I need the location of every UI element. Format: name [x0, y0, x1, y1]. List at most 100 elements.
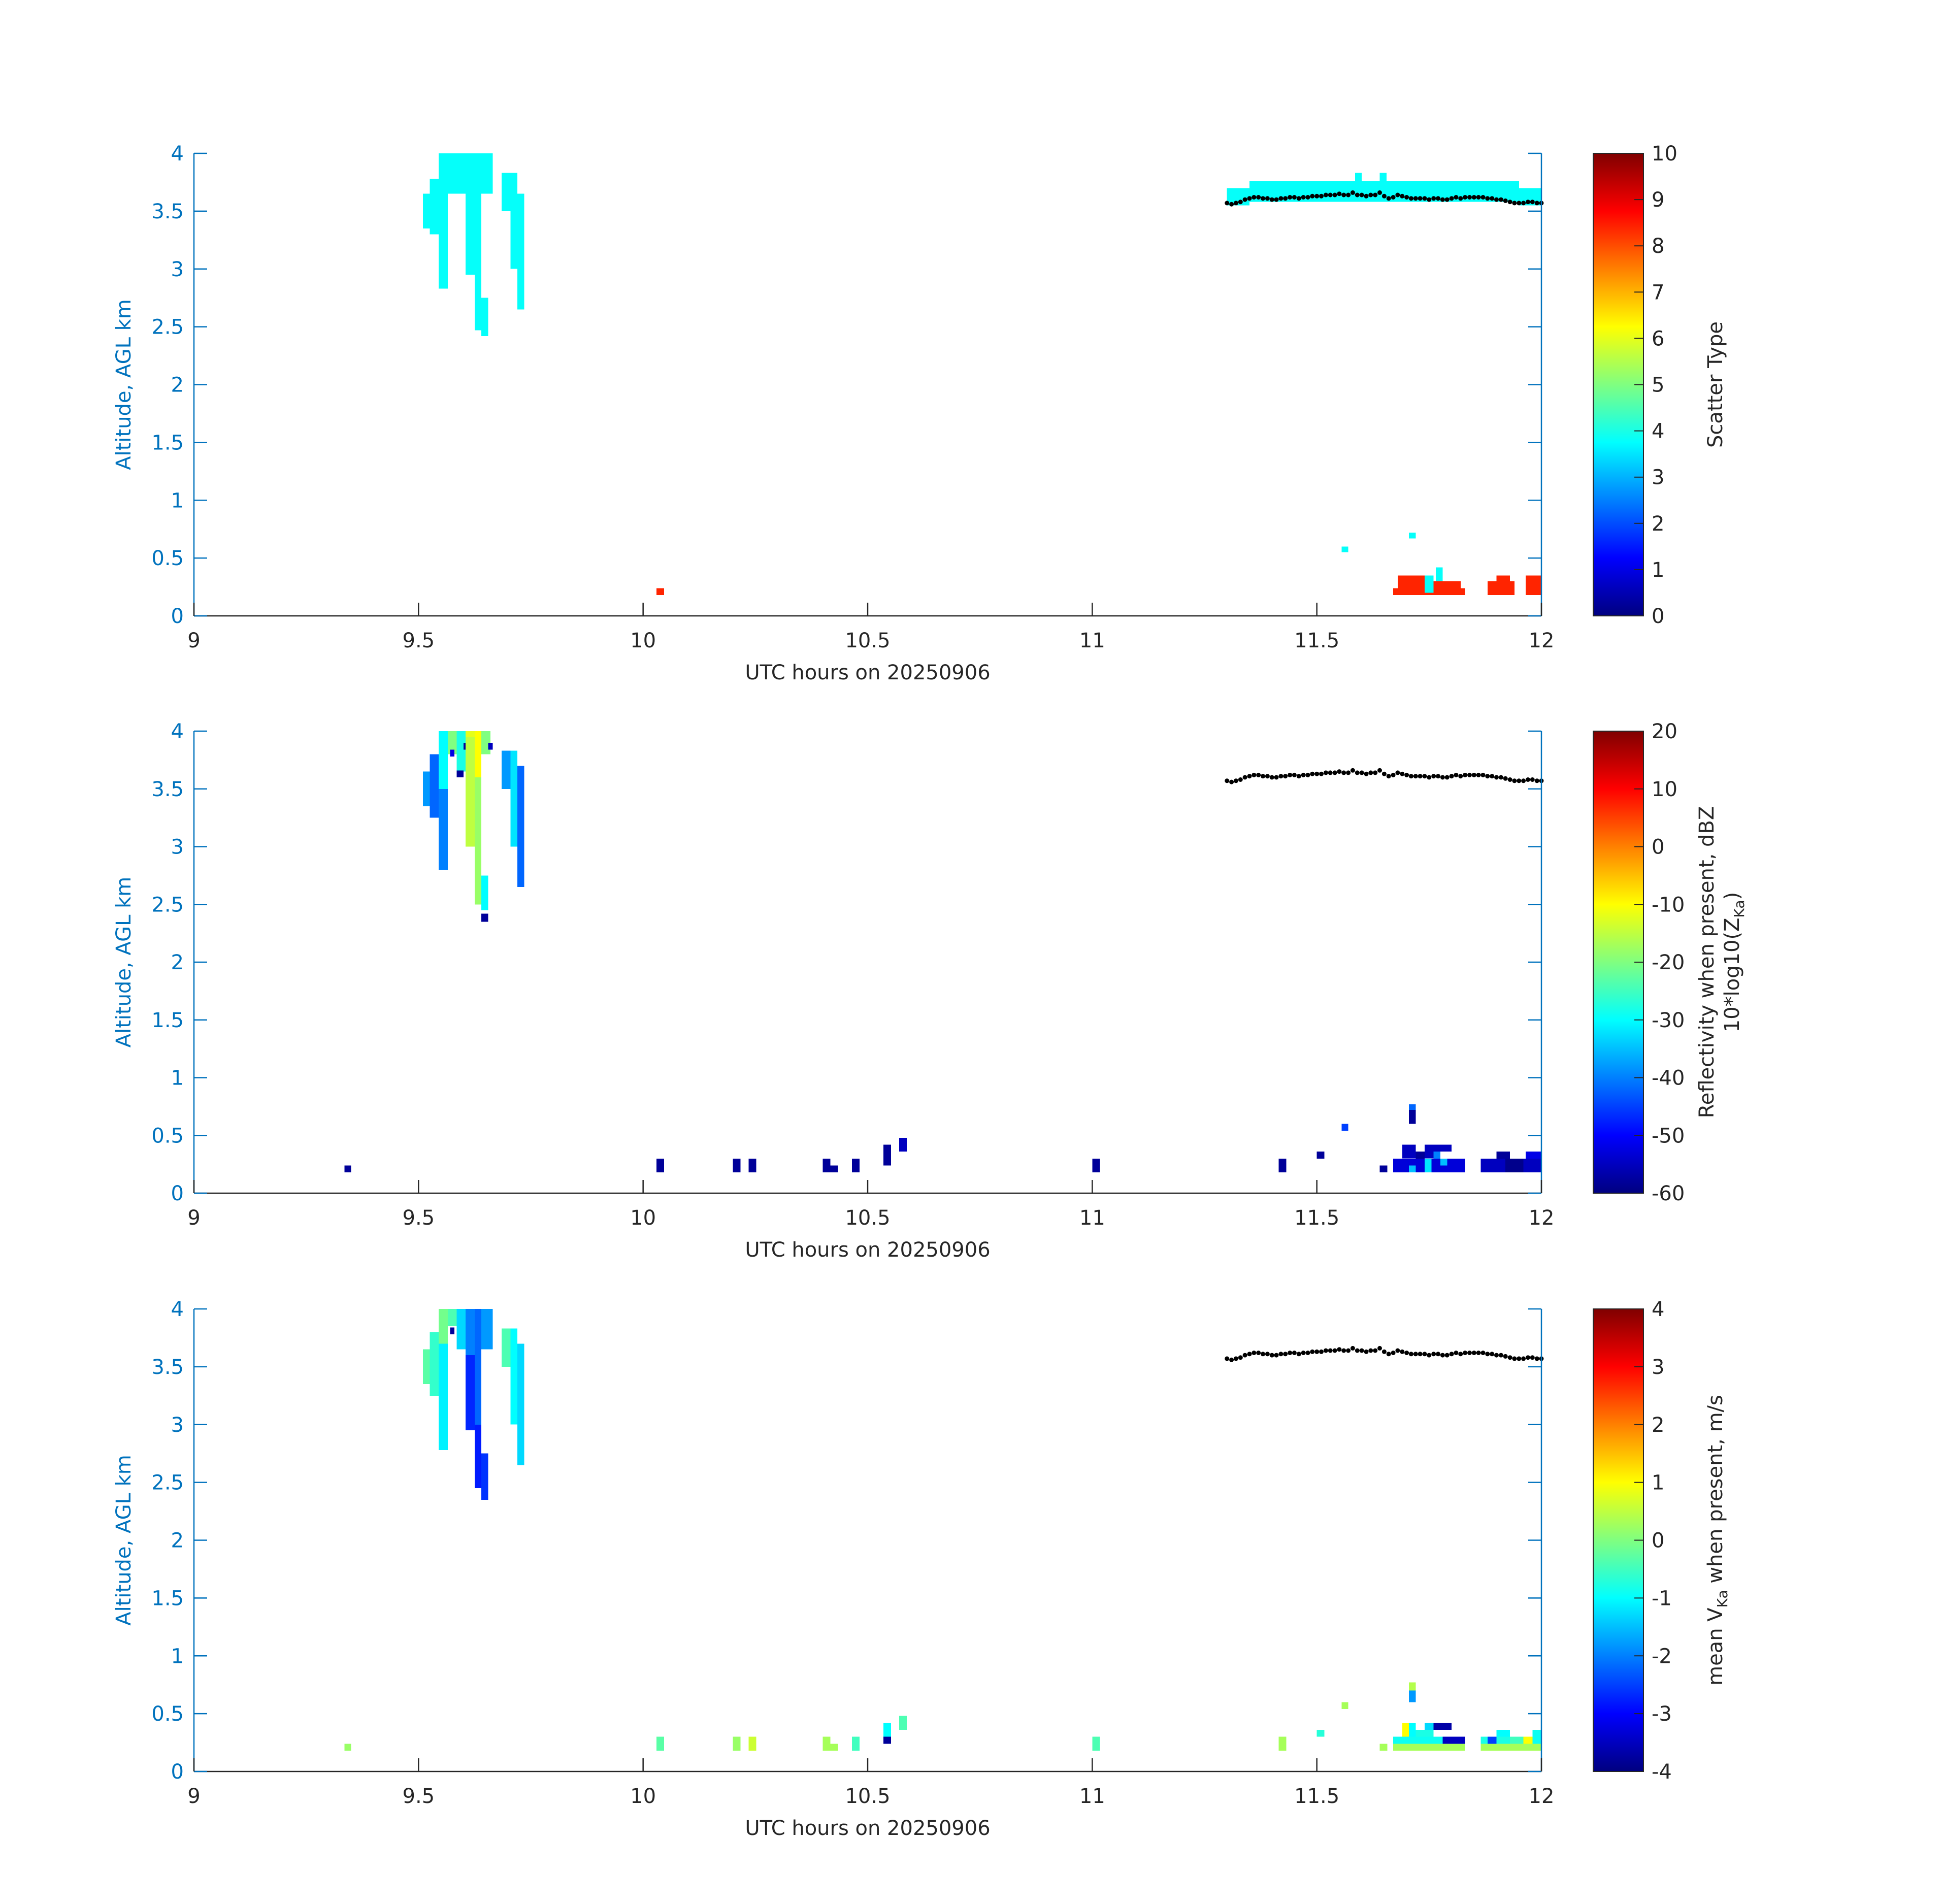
data-cell-reflectivity-35 [1402, 1144, 1416, 1159]
colorbar-tick-label: -50 [1652, 1124, 1685, 1147]
data-cell-doppler-velocity-31 [1393, 1744, 1465, 1751]
cloud-top-marker [1526, 200, 1530, 205]
data-cell-scatter-type-5 [474, 153, 482, 331]
data-cell-reflectivity-47 [1505, 1158, 1524, 1173]
y-tick-label: 0 [171, 1182, 184, 1205]
cloud-top-marker [1323, 192, 1328, 198]
data-cell-reflectivity-44 [1409, 1104, 1416, 1110]
colorbar-tick-label: 6 [1652, 327, 1664, 350]
cloud-top-marker [1377, 1345, 1382, 1351]
colorbar-tick-label: 2 [1652, 1414, 1664, 1437]
cloud-top-marker [1431, 196, 1436, 201]
cloud-top-marker [1395, 1348, 1400, 1353]
cloud-top-marker [1233, 1356, 1238, 1361]
cloud-top-marker [1355, 770, 1360, 775]
cloud-top-marker [1278, 774, 1283, 779]
cloud-top-marker [1381, 1349, 1387, 1354]
data-cell-reflectivity-22 [733, 1158, 741, 1173]
data-cell-reflectivity-48 [1526, 1152, 1541, 1159]
colorbar-tick-label: 8 [1652, 235, 1664, 258]
data-cell-doppler-velocity-40 [1409, 1682, 1416, 1691]
y-tick-label: 0.5 [151, 1124, 184, 1147]
data-cell-reflectivity-26 [852, 1158, 860, 1173]
cloud-top-marker [1413, 774, 1418, 779]
cloud-top-marker [1467, 195, 1472, 200]
cloud-top-marker [1256, 772, 1261, 777]
data-cell-reflectivity-21 [656, 1158, 665, 1173]
data-cell-scatter-type-20 [1397, 575, 1425, 588]
cloud-top-marker [1359, 770, 1364, 775]
cloud-top-marker [1225, 201, 1230, 206]
cloud-top-marker [1256, 195, 1261, 200]
cloud-top-marker [1377, 190, 1382, 195]
cloud-top-marker [1408, 196, 1413, 201]
data-cell-doppler-velocity-15 [517, 1343, 524, 1465]
x-tick-label: 9 [187, 1206, 200, 1230]
y-tick-label: 3 [171, 258, 184, 281]
data-cell-reflectivity-30 [1278, 1158, 1287, 1173]
data-cell-reflectivity-1 [430, 754, 439, 818]
data-cell-reflectivity-10 [466, 731, 475, 737]
cloud-top-marker [1265, 774, 1270, 779]
x-tick-label: 11 [1079, 629, 1105, 652]
cloud-top-marker [1534, 778, 1539, 783]
data-cell-reflectivity-33 [1379, 1165, 1388, 1173]
cloud-top-marker [1269, 197, 1274, 202]
data-cell-doppler-velocity-3 [439, 1343, 448, 1450]
cloud-top-marker [1507, 200, 1512, 205]
x-axis-label: UTC hours on 20250906 [745, 661, 990, 684]
colorbar-tick-label: 0 [1652, 605, 1664, 628]
colorbar-tick-label: 5 [1652, 374, 1664, 397]
cloud-top-marker [1480, 772, 1486, 777]
x-tick-label: 10 [630, 1785, 656, 1808]
x-tick-label: 9.5 [403, 1785, 435, 1808]
cloud-top-marker [1283, 774, 1288, 779]
data-cell-doppler-velocity-11 [481, 1453, 488, 1500]
y-tick-label: 2 [171, 374, 184, 397]
data-cell-reflectivity-41 [1440, 1158, 1447, 1166]
x-tick-label: 10.5 [845, 1206, 890, 1230]
data-cell-doppler-velocity-25 [899, 1716, 907, 1730]
cloud-top-marker [1427, 1353, 1432, 1358]
data-cell-doppler-velocity-33 [1402, 1723, 1409, 1737]
data-cell-scatter-type-9 [510, 173, 517, 269]
cloud-top-marker [1301, 1351, 1306, 1355]
data-cell-doppler-velocity-20 [822, 1736, 831, 1751]
cloud-top-marker [1314, 1349, 1320, 1354]
colorbar-tick-label: -10 [1652, 893, 1685, 916]
cloud-top-marker [1427, 775, 1432, 780]
data-cell-scatter-type-7 [481, 153, 493, 194]
cloud-top-marker [1498, 1353, 1503, 1358]
cloud-top-marker [1503, 776, 1508, 781]
cloud-top-marker [1471, 195, 1476, 200]
colorbar-tick-label: 1 [1652, 1471, 1664, 1495]
cloud-top-marker [1364, 193, 1369, 199]
data-cell-reflectivity-42 [1433, 1144, 1452, 1152]
colorbar-tick-label: 7 [1652, 281, 1664, 304]
cloud-top-marker [1269, 1353, 1274, 1358]
x-tick-label: 12 [1529, 1785, 1555, 1808]
cloud-top-marker [1395, 192, 1400, 198]
data-cell-reflectivity-29 [1092, 1158, 1100, 1173]
cloud-top-marker [1261, 774, 1265, 779]
cloud-top-marker [1431, 1352, 1436, 1357]
cloud-top-marker [1278, 196, 1283, 201]
data-cell-doppler-velocity-36 [1425, 1723, 1434, 1730]
colorbar-label-text: Reflectivity when present, dBZ [1695, 806, 1719, 1119]
cloud-top-marker [1395, 770, 1400, 775]
cloud-top-marker [1454, 195, 1459, 200]
cloud-top-marker [1364, 1349, 1369, 1354]
cloud-top-marker [1391, 195, 1396, 200]
colorbar-label: Scatter Type [1704, 321, 1727, 448]
cloud-top-marker [1444, 197, 1450, 202]
cloud-top-marker [1381, 193, 1387, 199]
cloud-top-marker [1449, 196, 1454, 201]
data-cell-reflectivity-39 [1425, 1158, 1432, 1173]
y-axis-label: Altitude, AGL km [112, 877, 136, 1048]
cloud-top-marker [1242, 775, 1247, 780]
cloud-top-marker [1467, 772, 1472, 777]
cloud-top-marker [1341, 192, 1346, 198]
colorbar-label-suffix: when present, m/s [1704, 1395, 1727, 1590]
colorbar-label: Reflectivity when present, dBZ [1695, 806, 1719, 1119]
data-cell-reflectivity-8 [463, 742, 468, 750]
